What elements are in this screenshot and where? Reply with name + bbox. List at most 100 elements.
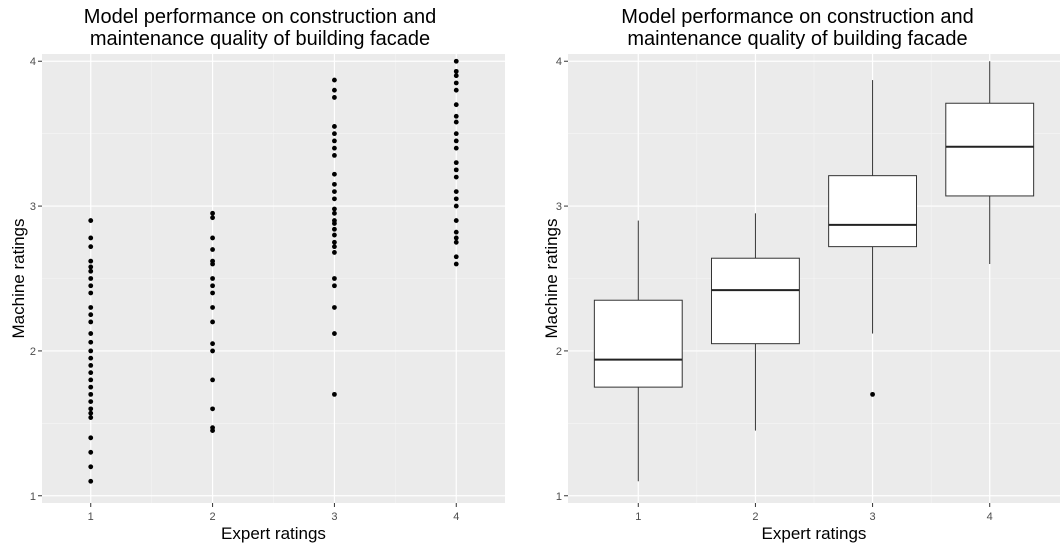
data-point [332, 145, 337, 151]
data-point [453, 131, 459, 137]
data-point [88, 283, 94, 289]
data-point [332, 124, 337, 129]
data-point [88, 348, 94, 354]
data-point [332, 226, 337, 232]
data-point [453, 102, 459, 108]
box [593, 299, 683, 388]
data-point [88, 449, 94, 455]
data-point [332, 221, 337, 226]
data-point [332, 250, 337, 255]
scatter-plot: 1 2 3 4 1 2 3 4 Expert ratings Machine ratings [9, 54, 505, 543]
data-point [88, 415, 94, 420]
data-point [88, 370, 94, 376]
x-tick-label: 4 [987, 511, 993, 523]
data-point [210, 215, 215, 221]
chart-title: Model performance on construction and ma… [535, 6, 1060, 50]
data-point [453, 167, 459, 173]
data-point [210, 406, 215, 412]
y-tick-label: 1 [30, 491, 36, 503]
data-point [210, 247, 215, 252]
data-point [332, 206, 337, 212]
data-point [88, 399, 94, 405]
data-point [453, 138, 459, 144]
data-point [453, 73, 459, 79]
data-point [88, 377, 94, 383]
data-point [210, 283, 215, 289]
boxplot-panel: Model performance on construction and ma… [535, 0, 1060, 545]
data-point [332, 181, 337, 187]
data-point [332, 77, 337, 83]
data-point [210, 210, 215, 216]
data-point [332, 138, 337, 144]
x-tick-label: 3 [870, 511, 876, 523]
data-point [453, 189, 459, 194]
data-point [210, 428, 215, 433]
data-point [88, 258, 94, 264]
data-point [88, 305, 94, 310]
data-point [88, 312, 94, 318]
y-tick-label: 2 [556, 346, 562, 358]
data-point [88, 244, 94, 250]
y-tick-label: 3 [30, 201, 36, 213]
data-point [210, 276, 215, 281]
data-point [332, 171, 337, 177]
data-point [210, 377, 215, 383]
data-point [88, 268, 94, 274]
data-point [210, 348, 215, 354]
data-point [88, 264, 94, 270]
data-point [88, 276, 94, 281]
data-point [88, 410, 94, 416]
data-point [453, 119, 459, 125]
data-point [453, 80, 459, 86]
data-point [88, 363, 94, 368]
data-point [210, 235, 215, 241]
data-point [332, 95, 337, 100]
data-point [332, 331, 337, 336]
y-tick-label: 2 [30, 346, 36, 358]
data-point [453, 113, 459, 119]
chart-title-line-1: Model performance on construction and [83, 6, 437, 28]
data-point [453, 160, 459, 166]
data-point [88, 339, 94, 345]
data-point [453, 229, 459, 235]
data-point [453, 174, 459, 180]
x-tick-label: 1 [88, 511, 94, 523]
data-point [332, 283, 337, 289]
data-point [453, 68, 459, 74]
data-point [88, 406, 94, 412]
data-point [453, 239, 459, 245]
box-plot: 1 2 3 4 1 2 3 4 Expert ratings Machine ratings [542, 54, 1060, 543]
data-point [453, 145, 459, 151]
data-point [88, 235, 94, 241]
data-point [453, 203, 459, 209]
x-tick-label: 2 [752, 511, 758, 523]
data-point [210, 305, 215, 310]
y-tick-label: 4 [556, 56, 562, 68]
data-point [88, 384, 94, 390]
x-tick-label: 2 [210, 511, 216, 523]
data-point [88, 478, 94, 484]
data-point [332, 305, 337, 310]
y-axis-title: Machine ratings [9, 218, 28, 338]
data-point [210, 319, 215, 325]
data-point [332, 131, 337, 137]
x-tick-label: 1 [635, 511, 641, 523]
data-point [332, 189, 337, 194]
y-tick-label: 1 [556, 491, 562, 503]
data-point [332, 87, 337, 93]
chart-title-line-2: maintenance quality of building facade [627, 28, 968, 50]
data-point [210, 290, 215, 296]
data-point [453, 218, 459, 223]
box [828, 175, 917, 248]
data-point [453, 254, 459, 260]
data-point [453, 196, 459, 202]
data-point [332, 210, 337, 216]
scatter-panel: Model performance on construction and ma… [0, 0, 520, 545]
data-point [332, 244, 337, 250]
data-point [332, 391, 337, 397]
data-point [88, 464, 94, 470]
x-axis-title: Expert ratings [762, 524, 867, 543]
data-point [453, 235, 459, 241]
chart-title-line-2: maintenance quality of building facade [89, 28, 431, 50]
data-point [88, 290, 94, 296]
